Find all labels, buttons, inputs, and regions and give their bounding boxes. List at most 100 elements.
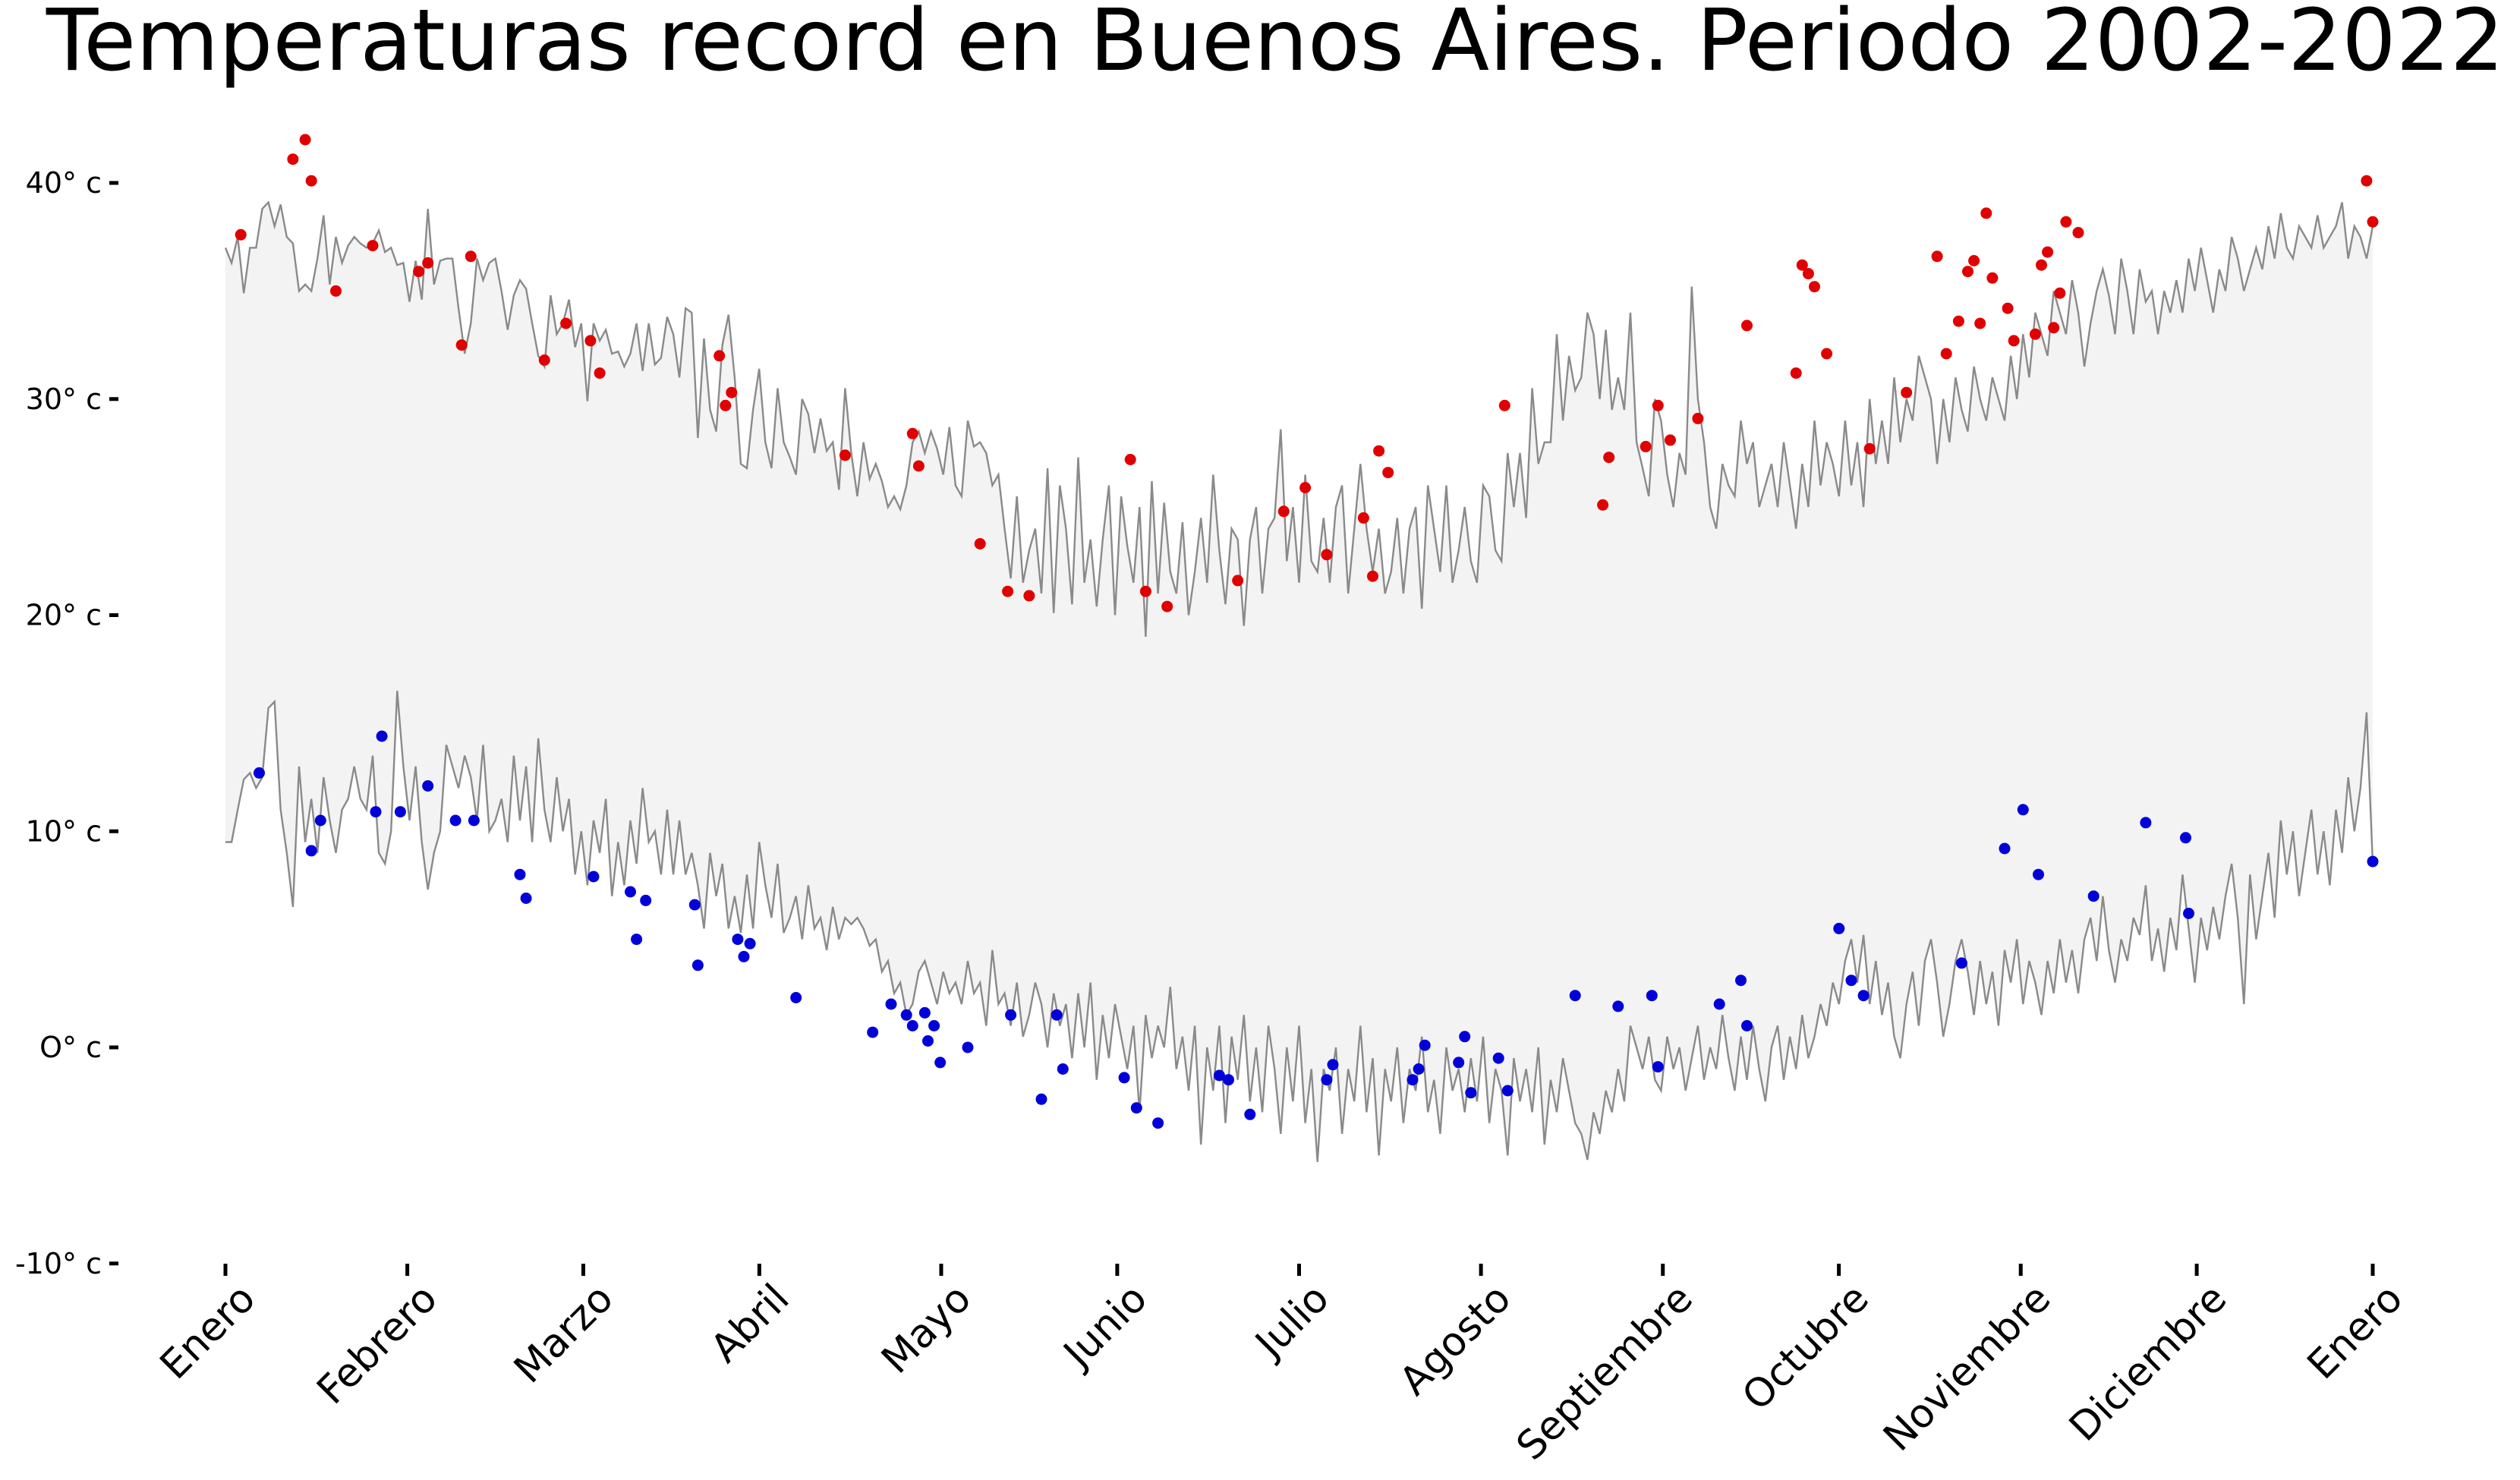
min-record-point-29 <box>962 1041 974 1053</box>
min-record-point-2 <box>314 814 326 827</box>
max-record-point-53 <box>1968 255 1980 266</box>
max-record-point-64 <box>2060 216 2072 228</box>
min-record-point-13 <box>631 934 643 946</box>
min-record-point-51 <box>1612 1000 1624 1012</box>
min-record-point-32 <box>1051 1009 1063 1021</box>
max-record-point-44 <box>1802 268 1814 280</box>
min-record-point-34 <box>1118 1072 1130 1084</box>
max-record-point-13 <box>594 367 606 379</box>
min-record-point-37 <box>1213 1069 1225 1082</box>
min-record-point-27 <box>928 1020 940 1031</box>
max-record-point-27 <box>1277 505 1290 518</box>
min-record-point-19 <box>744 937 756 949</box>
min-record-point-9 <box>514 868 526 880</box>
y-tick-label-1: 30° c <box>26 383 102 416</box>
min-record-point-18 <box>738 950 750 962</box>
max-record-point-50 <box>1940 348 1952 360</box>
max-record-point-21 <box>1002 585 1014 597</box>
min-temperature-line <box>225 691 2374 1162</box>
y-tick-label-3: 10° c <box>26 814 102 848</box>
min-record-point-46 <box>1459 1031 1471 1043</box>
min-record-point-16 <box>691 959 704 971</box>
min-record-point-39 <box>1244 1108 1256 1120</box>
max-record-point-16 <box>726 386 738 398</box>
max-record-point-66 <box>2361 175 2373 187</box>
max-record-point-34 <box>1498 399 1510 411</box>
max-record-point-39 <box>1665 434 1676 446</box>
min-record-point-26 <box>922 1035 934 1047</box>
max-record-point-4 <box>330 285 342 297</box>
min-record-point-40 <box>1321 1074 1333 1086</box>
max-record-point-60 <box>2036 259 2047 271</box>
min-record-point-53 <box>1652 1061 1664 1073</box>
min-record-point-61 <box>1999 842 2011 855</box>
temperature-band-area <box>225 202 2373 1162</box>
min-record-point-42 <box>1406 1074 1419 1086</box>
y-axis: 40° c 30° c 20° c 10° c O° c -10° c <box>15 166 118 1280</box>
min-record-point-49 <box>1501 1085 1514 1097</box>
min-record-point-66 <box>2180 832 2191 844</box>
min-record-point-14 <box>640 894 652 906</box>
min-record-point-4 <box>376 730 388 742</box>
band-layer <box>224 200 2374 1162</box>
max-record-point-45 <box>1809 281 1820 293</box>
min-record-point-25 <box>918 1006 931 1019</box>
min-record-point-48 <box>1492 1052 1504 1064</box>
max-record-point-56 <box>1986 272 1999 284</box>
min-record-point-41 <box>1327 1059 1339 1071</box>
min-record-point-58 <box>1845 975 1857 987</box>
x-tick-label-6: Julio <box>1246 1276 1338 1368</box>
min-record-point-35 <box>1130 1102 1142 1114</box>
min-record-point-1 <box>305 845 317 857</box>
x-tick-label-12: Enero <box>2299 1276 2411 1388</box>
max-record-point-8 <box>465 250 477 263</box>
max-record-point-23 <box>1124 454 1136 465</box>
min-record-point-7 <box>449 814 461 827</box>
max-record-point-6 <box>413 266 425 278</box>
max-record-point-40 <box>1692 412 1704 424</box>
record-points <box>235 134 2379 1129</box>
chart-title: Temperaturas record en Buenos Aires. Per… <box>46 0 2504 90</box>
max-record-point-29 <box>1321 549 1333 561</box>
min-record-point-44 <box>1419 1039 1431 1051</box>
min-record-point-62 <box>2017 804 2029 816</box>
min-record-point-50 <box>1569 990 1581 1002</box>
min-record-point-56 <box>1741 1020 1753 1031</box>
min-record-point-0 <box>254 767 265 779</box>
max-record-point-49 <box>1931 250 1943 263</box>
min-record-point-64 <box>2087 890 2099 902</box>
x-tick-label-7: Agosto <box>1391 1276 1520 1404</box>
max-record-point-36 <box>1603 452 1615 464</box>
max-record-point-33 <box>1382 467 1394 479</box>
max-record-point-41 <box>1741 320 1753 332</box>
min-record-point-15 <box>688 899 701 911</box>
max-record-point-63 <box>2054 287 2066 299</box>
max-record-point-32 <box>1373 445 1385 457</box>
max-record-point-48 <box>1901 386 1913 398</box>
max-record-point-22 <box>1023 590 1035 602</box>
max-record-point-17 <box>839 449 851 461</box>
min-record-point-5 <box>394 806 406 818</box>
x-tick-label-5: Junio <box>1054 1276 1156 1378</box>
min-record-point-28 <box>934 1056 947 1069</box>
y-tick-label-2: 20° c <box>26 599 102 632</box>
max-record-point-18 <box>906 427 918 439</box>
max-record-point-24 <box>1139 585 1151 597</box>
max-record-point-62 <box>2048 322 2060 334</box>
min-record-point-36 <box>1152 1117 1164 1129</box>
max-record-point-43 <box>1796 259 1808 271</box>
max-record-point-0 <box>235 228 247 241</box>
max-record-point-57 <box>2002 302 2014 314</box>
min-record-point-33 <box>1057 1063 1069 1075</box>
min-record-point-68 <box>2367 855 2379 868</box>
max-record-point-1 <box>287 153 299 165</box>
max-record-point-3 <box>305 175 317 187</box>
x-axis: Enero Febrero Marzo Abril Mayo Junio Julio Agos… <box>152 1264 2411 1469</box>
max-temperature-line <box>224 200 2374 638</box>
max-record-point-51 <box>1952 315 1964 327</box>
min-record-point-10 <box>520 893 532 904</box>
x-tick-label-10: Noviembre <box>1875 1276 2059 1460</box>
max-record-point-9 <box>455 339 468 351</box>
x-tick-label-8: Septiembre <box>1508 1276 1702 1469</box>
